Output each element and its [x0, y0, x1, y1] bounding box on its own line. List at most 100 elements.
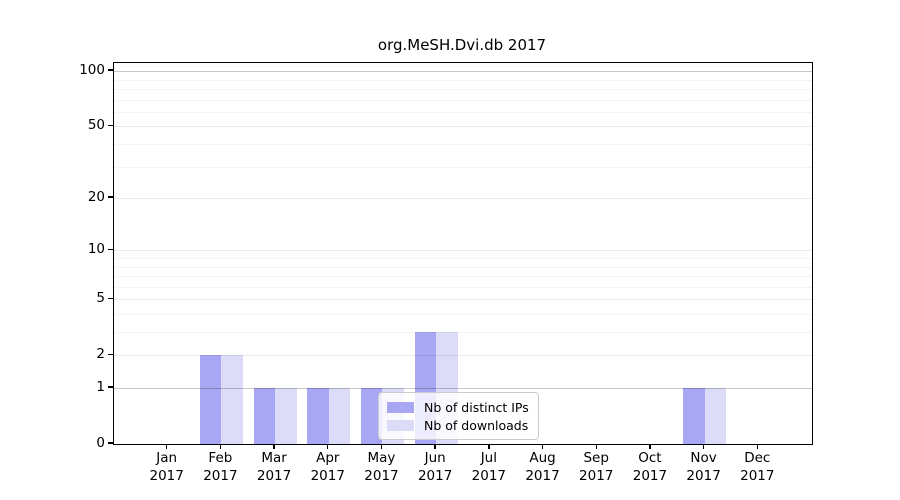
month-label: Sep [583, 450, 609, 466]
bar-mar-downloads [275, 388, 297, 444]
legend-label-downloads: Nb of downloads [424, 417, 529, 433]
x-tick-label-may: May 2017 [346, 449, 416, 485]
gridline-90 [114, 79, 812, 81]
plot-area [113, 62, 813, 445]
month-label: Feb [208, 450, 233, 466]
y-tick-mark-20 [108, 196, 113, 198]
bar-apr-downloads [328, 388, 351, 444]
gridline-6 [114, 286, 812, 288]
x-tick-mark-jul [488, 444, 490, 449]
gridline-10 [114, 250, 812, 252]
y-tick-label-1: 1 [96, 379, 105, 395]
gridline-30 [114, 166, 812, 168]
x-tick-mark-dec [756, 444, 758, 449]
x-tick-mark-mar [273, 444, 275, 449]
bar-nov-downloads [704, 388, 727, 444]
year-label: 2017 [525, 468, 560, 484]
bar-feb-downloads [221, 355, 243, 444]
gridline-70 [114, 99, 812, 101]
bar-feb-distinct-ips [199, 355, 222, 444]
x-tick-label-mar: Mar 2017 [239, 449, 309, 485]
month-label: Jun [424, 450, 446, 466]
x-tick-label-jan: Jan 2017 [132, 449, 202, 485]
year-label: 2017 [364, 468, 399, 484]
y-tick-mark-0 [108, 442, 113, 444]
y-tick-label-50: 50 [87, 117, 105, 134]
y-tick-label-2: 2 [96, 346, 105, 363]
gridline-8 [114, 266, 812, 268]
y-tick-mark-1 [108, 386, 113, 388]
x-tick-mark-sep [595, 444, 597, 449]
gridline-80 [114, 89, 812, 91]
legend-label-distinct-ips: Nb of distinct IPs [424, 399, 529, 415]
bar-nov-distinct-ips [683, 388, 705, 444]
x-tick-mark-aug [541, 444, 544, 449]
month-label: Oct [638, 450, 662, 466]
y-tick-mark-2 [108, 353, 113, 355]
year-label: 2017 [686, 468, 721, 484]
year-label: 2017 [310, 468, 345, 484]
x-tick-label-jul: Jul 2017 [454, 449, 524, 485]
gridline-7 [114, 276, 812, 278]
x-tick-label-aug: Aug 2017 [508, 449, 578, 485]
year-label: 2017 [417, 468, 453, 484]
x-tick-label-oct: Oct 2017 [615, 449, 685, 485]
gridline-5 [114, 299, 812, 301]
month-label: Aug [529, 450, 556, 466]
y-tick-mark-10 [108, 248, 113, 250]
x-tick-mark-feb [219, 444, 222, 449]
y-tick-label-0: 0 [96, 435, 105, 451]
x-tick-label-sep: Sep 2017 [561, 449, 631, 485]
x-tick-mark-jun [434, 444, 436, 449]
y-tick-label-100: 100 [79, 62, 105, 79]
x-tick-label-apr: Apr 2017 [293, 449, 363, 485]
month-label: Nov [690, 450, 717, 466]
distinct-ips-swatch [387, 401, 414, 413]
x-tick-label-feb: Feb 2017 [185, 449, 255, 485]
bar-apr-distinct-ips [307, 388, 329, 444]
month-label: Jul [480, 450, 497, 466]
y-tick-mark-100 [108, 69, 113, 71]
bar-mar-distinct-ips [253, 388, 276, 444]
y-tick-label-20: 20 [87, 189, 105, 206]
legend-item-downloads: Nb of downloads [387, 416, 529, 434]
year-label: 2017 [632, 468, 668, 484]
year-label: 2017 [740, 468, 775, 484]
bar-may-distinct-ips [360, 388, 383, 444]
y-tick-mark-5 [108, 297, 113, 299]
year-label: 2017 [471, 468, 507, 484]
gridline-9 [114, 258, 812, 259]
gridline-20 [114, 198, 812, 200]
gridline-100 [114, 71, 812, 73]
month-label: Apr [316, 450, 340, 466]
month-label: Jan [156, 450, 178, 466]
month-label: May [367, 450, 396, 466]
x-tick-mark-apr [327, 444, 329, 449]
x-tick-mark-nov [702, 444, 705, 449]
y-tick-label-10: 10 [87, 241, 105, 258]
y-tick-label-5: 5 [96, 290, 105, 307]
y-tick-mark-50 [108, 124, 113, 127]
x-tick-label-jun: Jun 2017 [400, 449, 470, 485]
month-label: Dec [744, 450, 771, 466]
year-label: 2017 [256, 468, 292, 484]
gridline-50 [114, 126, 812, 128]
year-label: 2017 [149, 468, 184, 484]
gridline-4 [114, 313, 812, 315]
x-tick-label-dec: Dec 2017 [722, 449, 792, 485]
year-label: 2017 [203, 468, 238, 484]
year-label: 2017 [579, 468, 614, 484]
x-tick-mark-may [380, 444, 383, 449]
x-tick-mark-oct [649, 444, 651, 449]
downloads-swatch [387, 419, 414, 431]
x-tick-mark-jan [165, 444, 168, 449]
chart-title: org.MeSH.Dvi.db 2017 [377, 36, 547, 54]
legend: Nb of distinct IPs Nb of downloads [378, 392, 539, 440]
month-label: Mar [261, 450, 287, 466]
gridline-60 [114, 111, 812, 113]
gridline-40 [114, 144, 812, 146]
x-tick-label-nov: Nov 2017 [669, 449, 739, 485]
legend-item-distinct-ips: Nb of distinct IPs [387, 398, 529, 416]
gridline-3 [114, 332, 812, 334]
